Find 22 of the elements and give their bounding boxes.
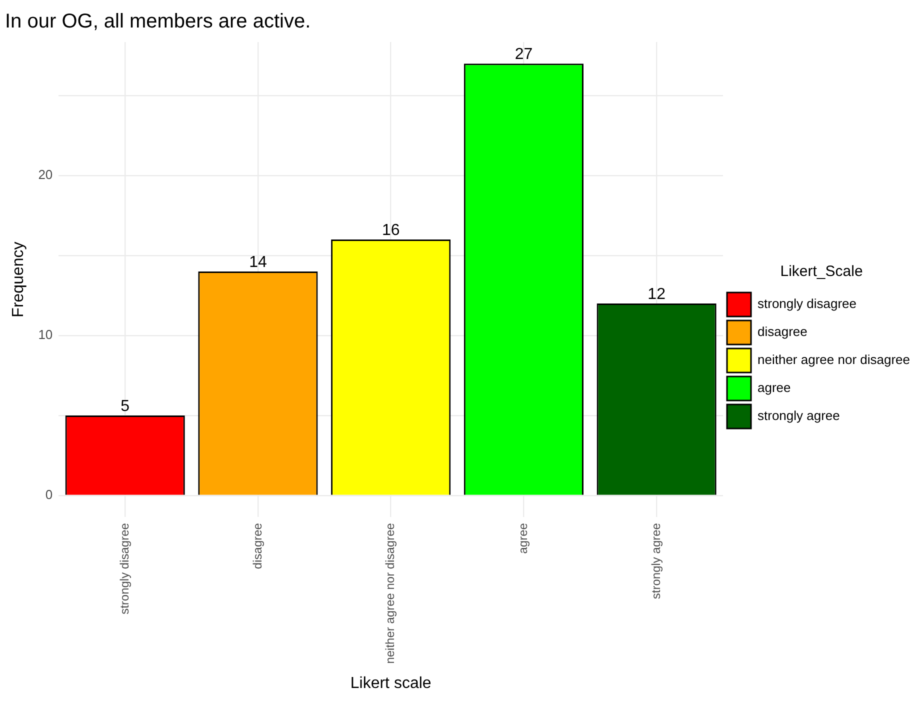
legend-label: agree — [758, 380, 791, 396]
legend-label: strongly disagree — [758, 296, 857, 312]
legend-title: Likert_Scale — [780, 263, 863, 280]
data-label: 5 — [120, 398, 130, 415]
legend-label: neither agree nor disagree — [758, 352, 910, 368]
x-tick-label: strongly disagree — [117, 522, 132, 614]
x-tick-label: agree — [516, 522, 530, 554]
chart-title: In our OG, all members are active. — [5, 10, 311, 33]
y-tick-label: 0 — [45, 487, 53, 502]
x-tick-label: strongly agree — [648, 522, 663, 600]
y-tick-label: 10 — [38, 327, 53, 342]
y-axis-title: Frequency — [10, 242, 28, 318]
x-tick-label: disagree — [250, 522, 264, 570]
data-label: 12 — [648, 286, 666, 303]
legend-label: strongly agree — [758, 408, 840, 424]
data-label: 27 — [514, 46, 533, 63]
x-axis-title: Likert scale — [350, 674, 432, 692]
y-tick-label: 20 — [38, 167, 53, 182]
x-tick-label: neither agree nor disagree — [383, 522, 398, 664]
data-label: 14 — [249, 254, 267, 271]
data-label: 16 — [382, 222, 400, 239]
legend-label: disagree — [758, 324, 808, 340]
